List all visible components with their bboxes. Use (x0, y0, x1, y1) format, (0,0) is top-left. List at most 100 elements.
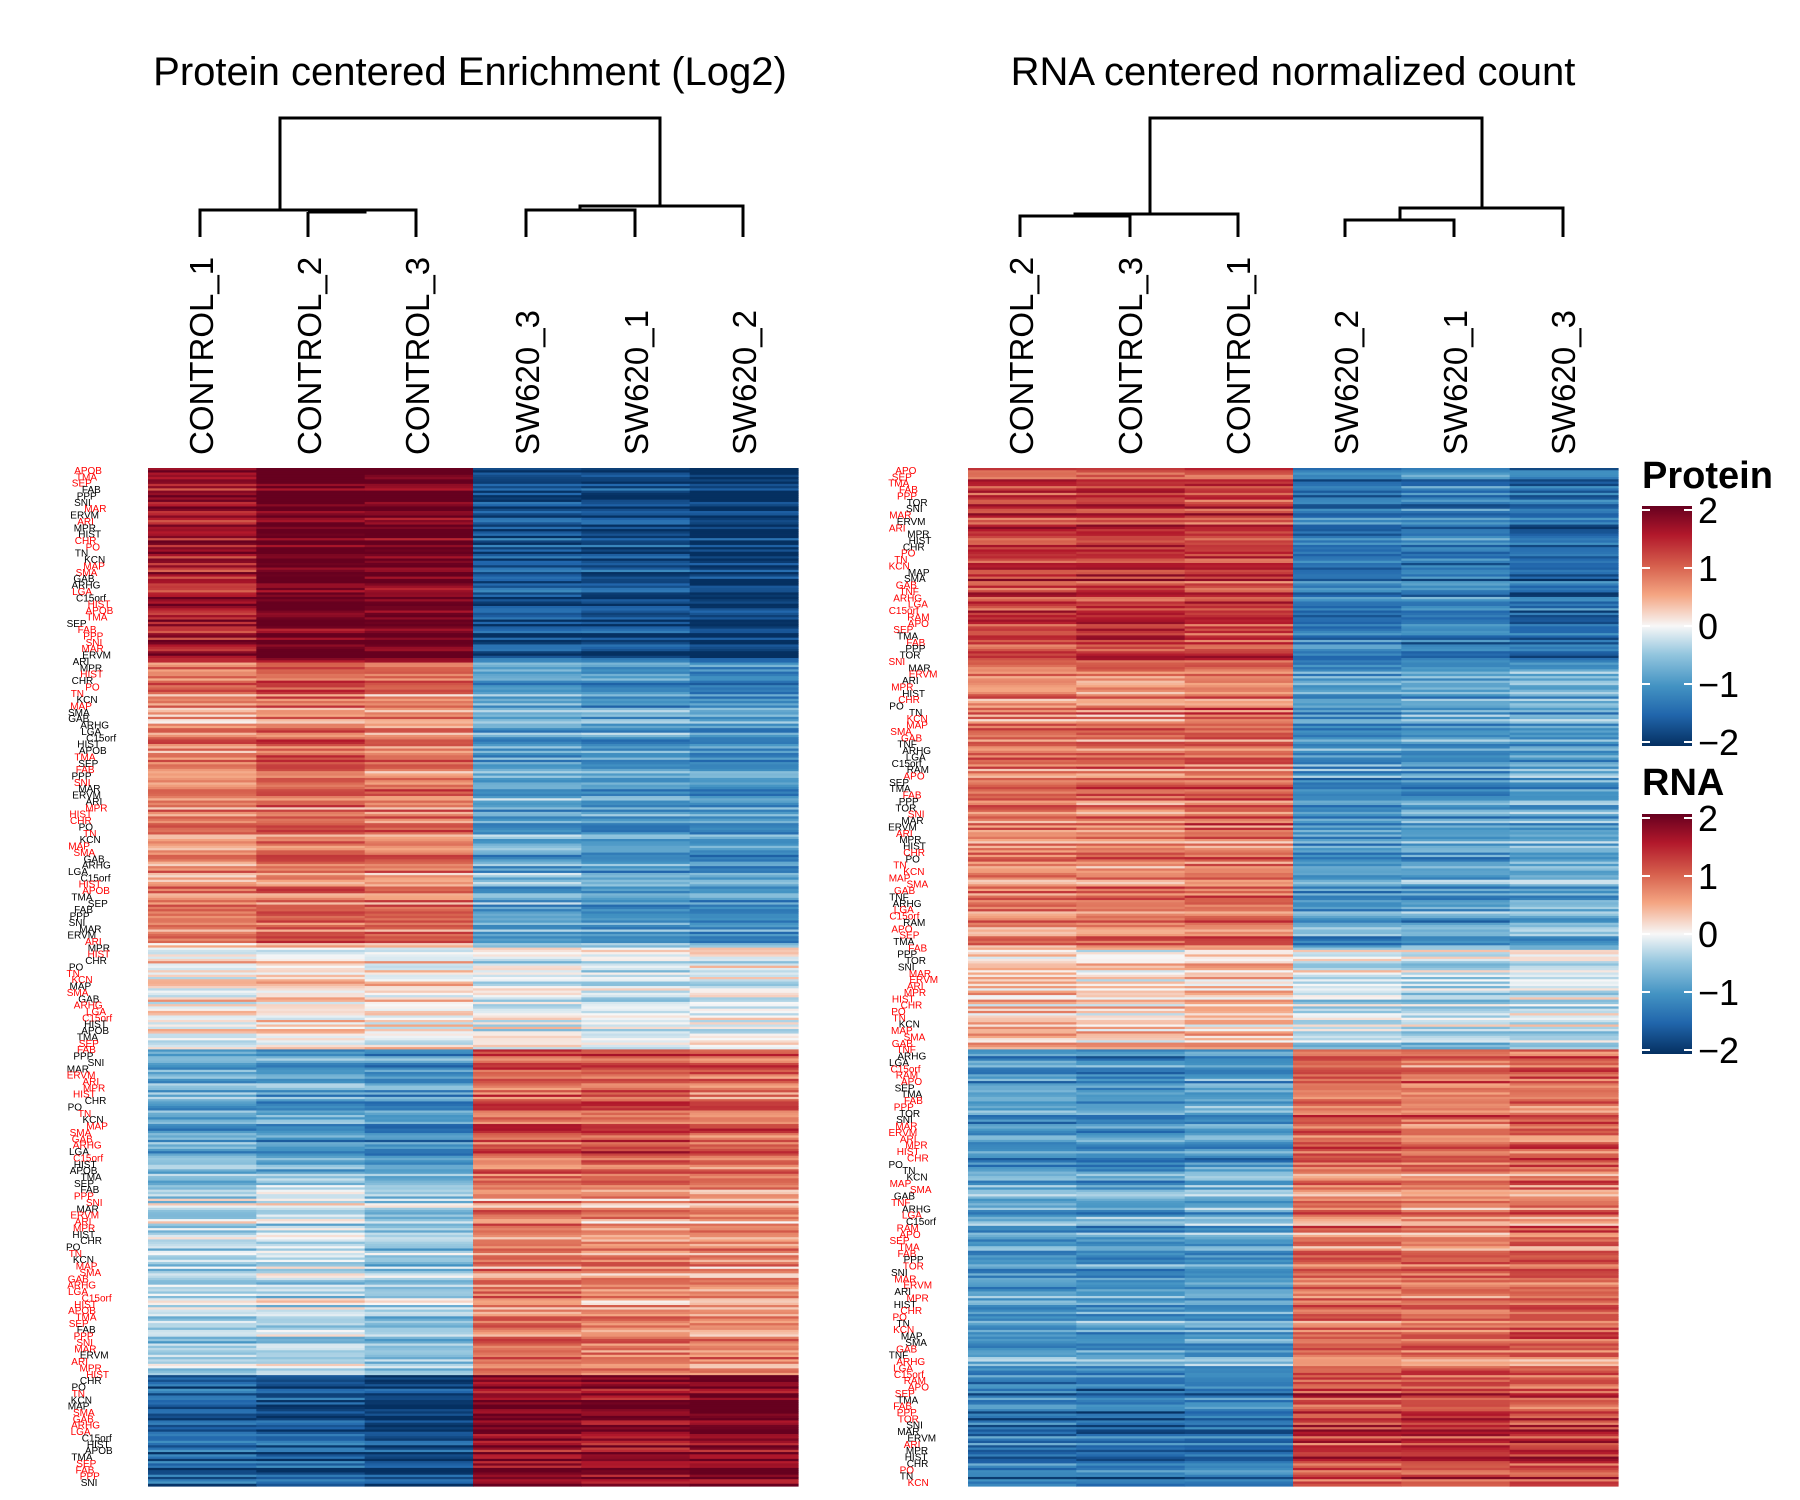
rna-col-label-4: SW620_2 (1328, 310, 1365, 455)
protein-heatmap-cell (581, 1273, 691, 1277)
rna-heatmap-cell (968, 1232, 1077, 1236)
protein-heatmap-cell (581, 583, 691, 587)
protein-heatmap-cell (148, 875, 257, 879)
protein-heatmap-cell (256, 531, 366, 535)
rna-heatmap-cell (968, 701, 1077, 704)
protein-heatmap-cell (689, 1305, 799, 1308)
rna-heatmap-cell (1184, 1262, 1294, 1265)
rna-heatmap-cell (1509, 474, 1619, 478)
protein-heatmap-cell (689, 992, 799, 996)
protein-heatmap-cell (364, 1078, 474, 1082)
protein-heatmap-cell (473, 721, 582, 725)
protein-heatmap-cell (689, 553, 799, 557)
rna-heatmap-cell (1509, 757, 1619, 761)
protein-heatmap-cell (473, 1044, 582, 1048)
rna-heatmap-cell (1184, 845, 1294, 849)
protein-heatmap-cell (473, 1203, 582, 1207)
protein-heatmap-cell (148, 981, 257, 985)
rna-heatmap-cell (1509, 845, 1619, 849)
protein-heatmap-cell (473, 531, 582, 535)
rna-heatmap-cell (968, 913, 1077, 917)
rna-heatmap-cell (1509, 909, 1619, 912)
rna-heatmap-cell (1293, 1314, 1402, 1317)
rna-heatmap-cell (1076, 839, 1186, 842)
protein-heatmap-cell (473, 986, 582, 989)
protein-heatmap-cell (581, 954, 691, 958)
rna-heatmap-cell (1401, 1029, 1511, 1032)
protein-heatmap-cell (364, 1472, 474, 1476)
rna-heatmap-cell (968, 655, 1077, 659)
rna-heatmap-cell (1509, 1162, 1619, 1166)
rna-heatmap-cell (1184, 1015, 1294, 1019)
rna-heatmap-cell (968, 1044, 1077, 1048)
rna-heatmap-cell (968, 1040, 1077, 1044)
rna-heatmap-cell (1401, 1065, 1511, 1069)
protein-heatmap-cell (148, 1062, 257, 1066)
protein-heatmap-cell (473, 689, 582, 693)
rna-heatmap-cell (1184, 1173, 1294, 1177)
protein-heatmap-cell (148, 662, 257, 666)
protein-heatmap-cell (581, 730, 691, 734)
protein-heatmap-cell (364, 1047, 474, 1050)
protein-heatmap-cell (473, 746, 582, 750)
protein-heatmap-cell (689, 1178, 799, 1182)
rna-heatmap-cell (1401, 653, 1511, 657)
protein-heatmap-cell (148, 1001, 257, 1005)
rna-heatmap-cell (968, 1262, 1077, 1265)
protein-heatmap-cell (148, 1443, 257, 1446)
protein-heatmap-cell (689, 1162, 799, 1166)
protein-heatmap-cell (473, 1474, 582, 1478)
rna-heatmap-cell (968, 1146, 1077, 1150)
protein-heatmap-cell (148, 612, 257, 616)
rna-heatmap-cell (1184, 945, 1294, 949)
protein-heatmap-cell (148, 1099, 257, 1103)
protein-heatmap-cell (473, 667, 582, 670)
rna-heatmap-cell (1401, 897, 1511, 901)
rna-heatmap-cell (1509, 490, 1619, 494)
rna-heatmap-cell (1509, 741, 1619, 745)
rna-heatmap-cell (1509, 1157, 1619, 1161)
rna-heatmap-cell (1076, 979, 1186, 983)
protein-heatmap-cell (473, 1397, 582, 1401)
rna-heatmap-cell (1293, 1067, 1402, 1071)
protein-heatmap-cell (256, 1237, 366, 1241)
protein-heatmap-cell (581, 1384, 691, 1388)
rna-col-label-3: CONTROL_1 (1220, 257, 1257, 455)
protein-heatmap-cell (581, 1207, 691, 1211)
protein-heatmap-cell (148, 651, 257, 655)
protein-heatmap-cell (364, 891, 474, 894)
protein-heatmap-cell (689, 902, 799, 906)
rna-heatmap-cell (968, 859, 1077, 863)
protein-heatmap-cell (256, 902, 366, 906)
rna-heatmap-cell (968, 1083, 1077, 1087)
rna-heatmap-cell (1184, 1040, 1294, 1044)
protein-heatmap-cell (473, 820, 582, 824)
rna-heatmap-cell (1509, 895, 1619, 899)
protein-heatmap-cell (473, 1087, 582, 1091)
protein-heatmap-cell (473, 764, 582, 768)
protein-heatmap-cell (473, 1022, 582, 1026)
protein-heatmap-cell (256, 739, 366, 743)
protein-heatmap-cell (473, 1316, 582, 1320)
rna-heatmap-cell (1184, 678, 1294, 682)
protein-heatmap-cell (256, 753, 366, 756)
rna-heatmap-cell (1076, 807, 1186, 811)
protein-heatmap-cell (689, 1282, 799, 1286)
protein-heatmap-cell (148, 748, 257, 752)
protein-heatmap-cell (473, 1395, 582, 1399)
rna-heatmap-cell (1076, 866, 1186, 870)
protein-heatmap-cell (689, 549, 799, 553)
protein-heatmap-cell (364, 531, 474, 535)
protein-heatmap-cell (581, 791, 691, 795)
rna-heatmap-cell (1184, 599, 1294, 603)
rna-heatmap-cell (968, 827, 1077, 831)
protein-heatmap-cell (581, 1413, 691, 1417)
protein-heatmap-cell (473, 1458, 582, 1462)
rna-heatmap-cell (1076, 533, 1186, 537)
protein-heatmap-cell (689, 710, 799, 713)
rna-heatmap-cell (1076, 646, 1186, 650)
rna-heatmap-cell (1076, 1051, 1186, 1055)
rna-heatmap-cell (1076, 1119, 1186, 1123)
rna-heatmap-cell (1509, 1302, 1619, 1306)
rna-heatmap-cell (1076, 850, 1186, 854)
